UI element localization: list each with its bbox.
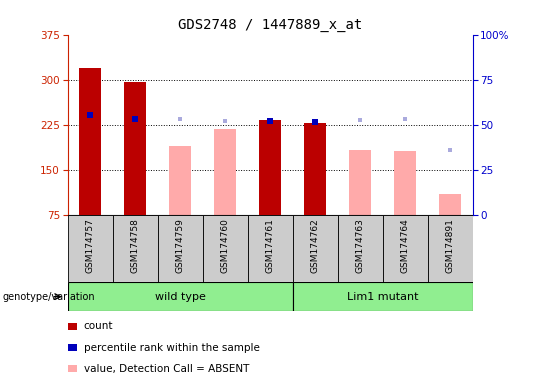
Bar — [168, 146, 191, 215]
Bar — [214, 129, 237, 215]
Bar — [293, 215, 338, 282]
Bar — [338, 215, 382, 282]
Bar — [293, 282, 472, 311]
Bar — [247, 215, 293, 282]
Bar — [382, 215, 428, 282]
Bar — [394, 151, 416, 215]
Text: GSM174757: GSM174757 — [85, 218, 94, 273]
Text: GSM174762: GSM174762 — [310, 218, 320, 273]
Text: value, Detection Call = ABSENT: value, Detection Call = ABSENT — [84, 364, 249, 374]
Bar — [68, 215, 112, 282]
Text: GSM174891: GSM174891 — [446, 218, 455, 273]
Text: GSM174759: GSM174759 — [176, 218, 185, 273]
Text: wild type: wild type — [154, 291, 205, 302]
Bar — [112, 215, 158, 282]
Text: GSM174761: GSM174761 — [266, 218, 274, 273]
Bar — [349, 150, 372, 215]
Text: GSM174760: GSM174760 — [220, 218, 230, 273]
Bar — [158, 215, 202, 282]
Text: percentile rank within the sample: percentile rank within the sample — [84, 343, 260, 353]
Text: count: count — [84, 321, 113, 331]
Bar — [79, 68, 102, 215]
Bar — [438, 194, 461, 215]
Title: GDS2748 / 1447889_x_at: GDS2748 / 1447889_x_at — [178, 18, 362, 32]
Text: genotype/variation: genotype/variation — [3, 291, 96, 302]
Text: GSM174758: GSM174758 — [131, 218, 139, 273]
Bar — [259, 120, 281, 215]
Bar — [303, 123, 326, 215]
Text: GSM174763: GSM174763 — [355, 218, 364, 273]
Text: Lim1 mutant: Lim1 mutant — [347, 291, 418, 302]
Bar — [68, 282, 293, 311]
Bar — [202, 215, 247, 282]
Bar — [124, 82, 146, 215]
Bar — [428, 215, 472, 282]
Text: GSM174764: GSM174764 — [401, 218, 409, 273]
